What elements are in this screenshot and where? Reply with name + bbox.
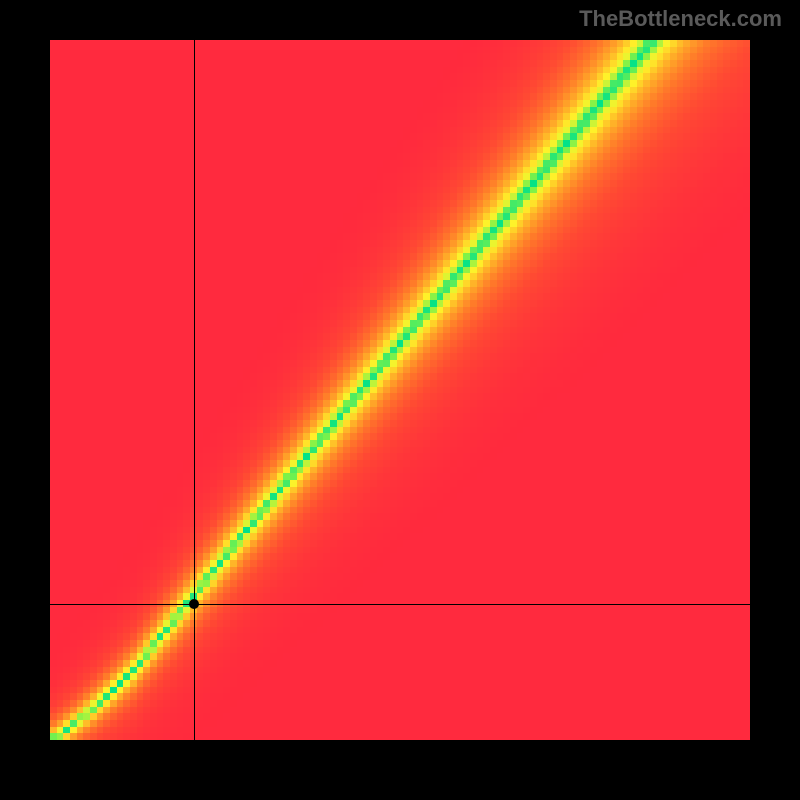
bottleneck-heatmap	[50, 40, 750, 740]
watermark-text: TheBottleneck.com	[579, 6, 782, 32]
crosshair-vertical	[194, 40, 195, 740]
crosshair-horizontal	[50, 604, 750, 605]
heatmap-canvas	[50, 40, 750, 740]
marker-dot	[189, 599, 199, 609]
